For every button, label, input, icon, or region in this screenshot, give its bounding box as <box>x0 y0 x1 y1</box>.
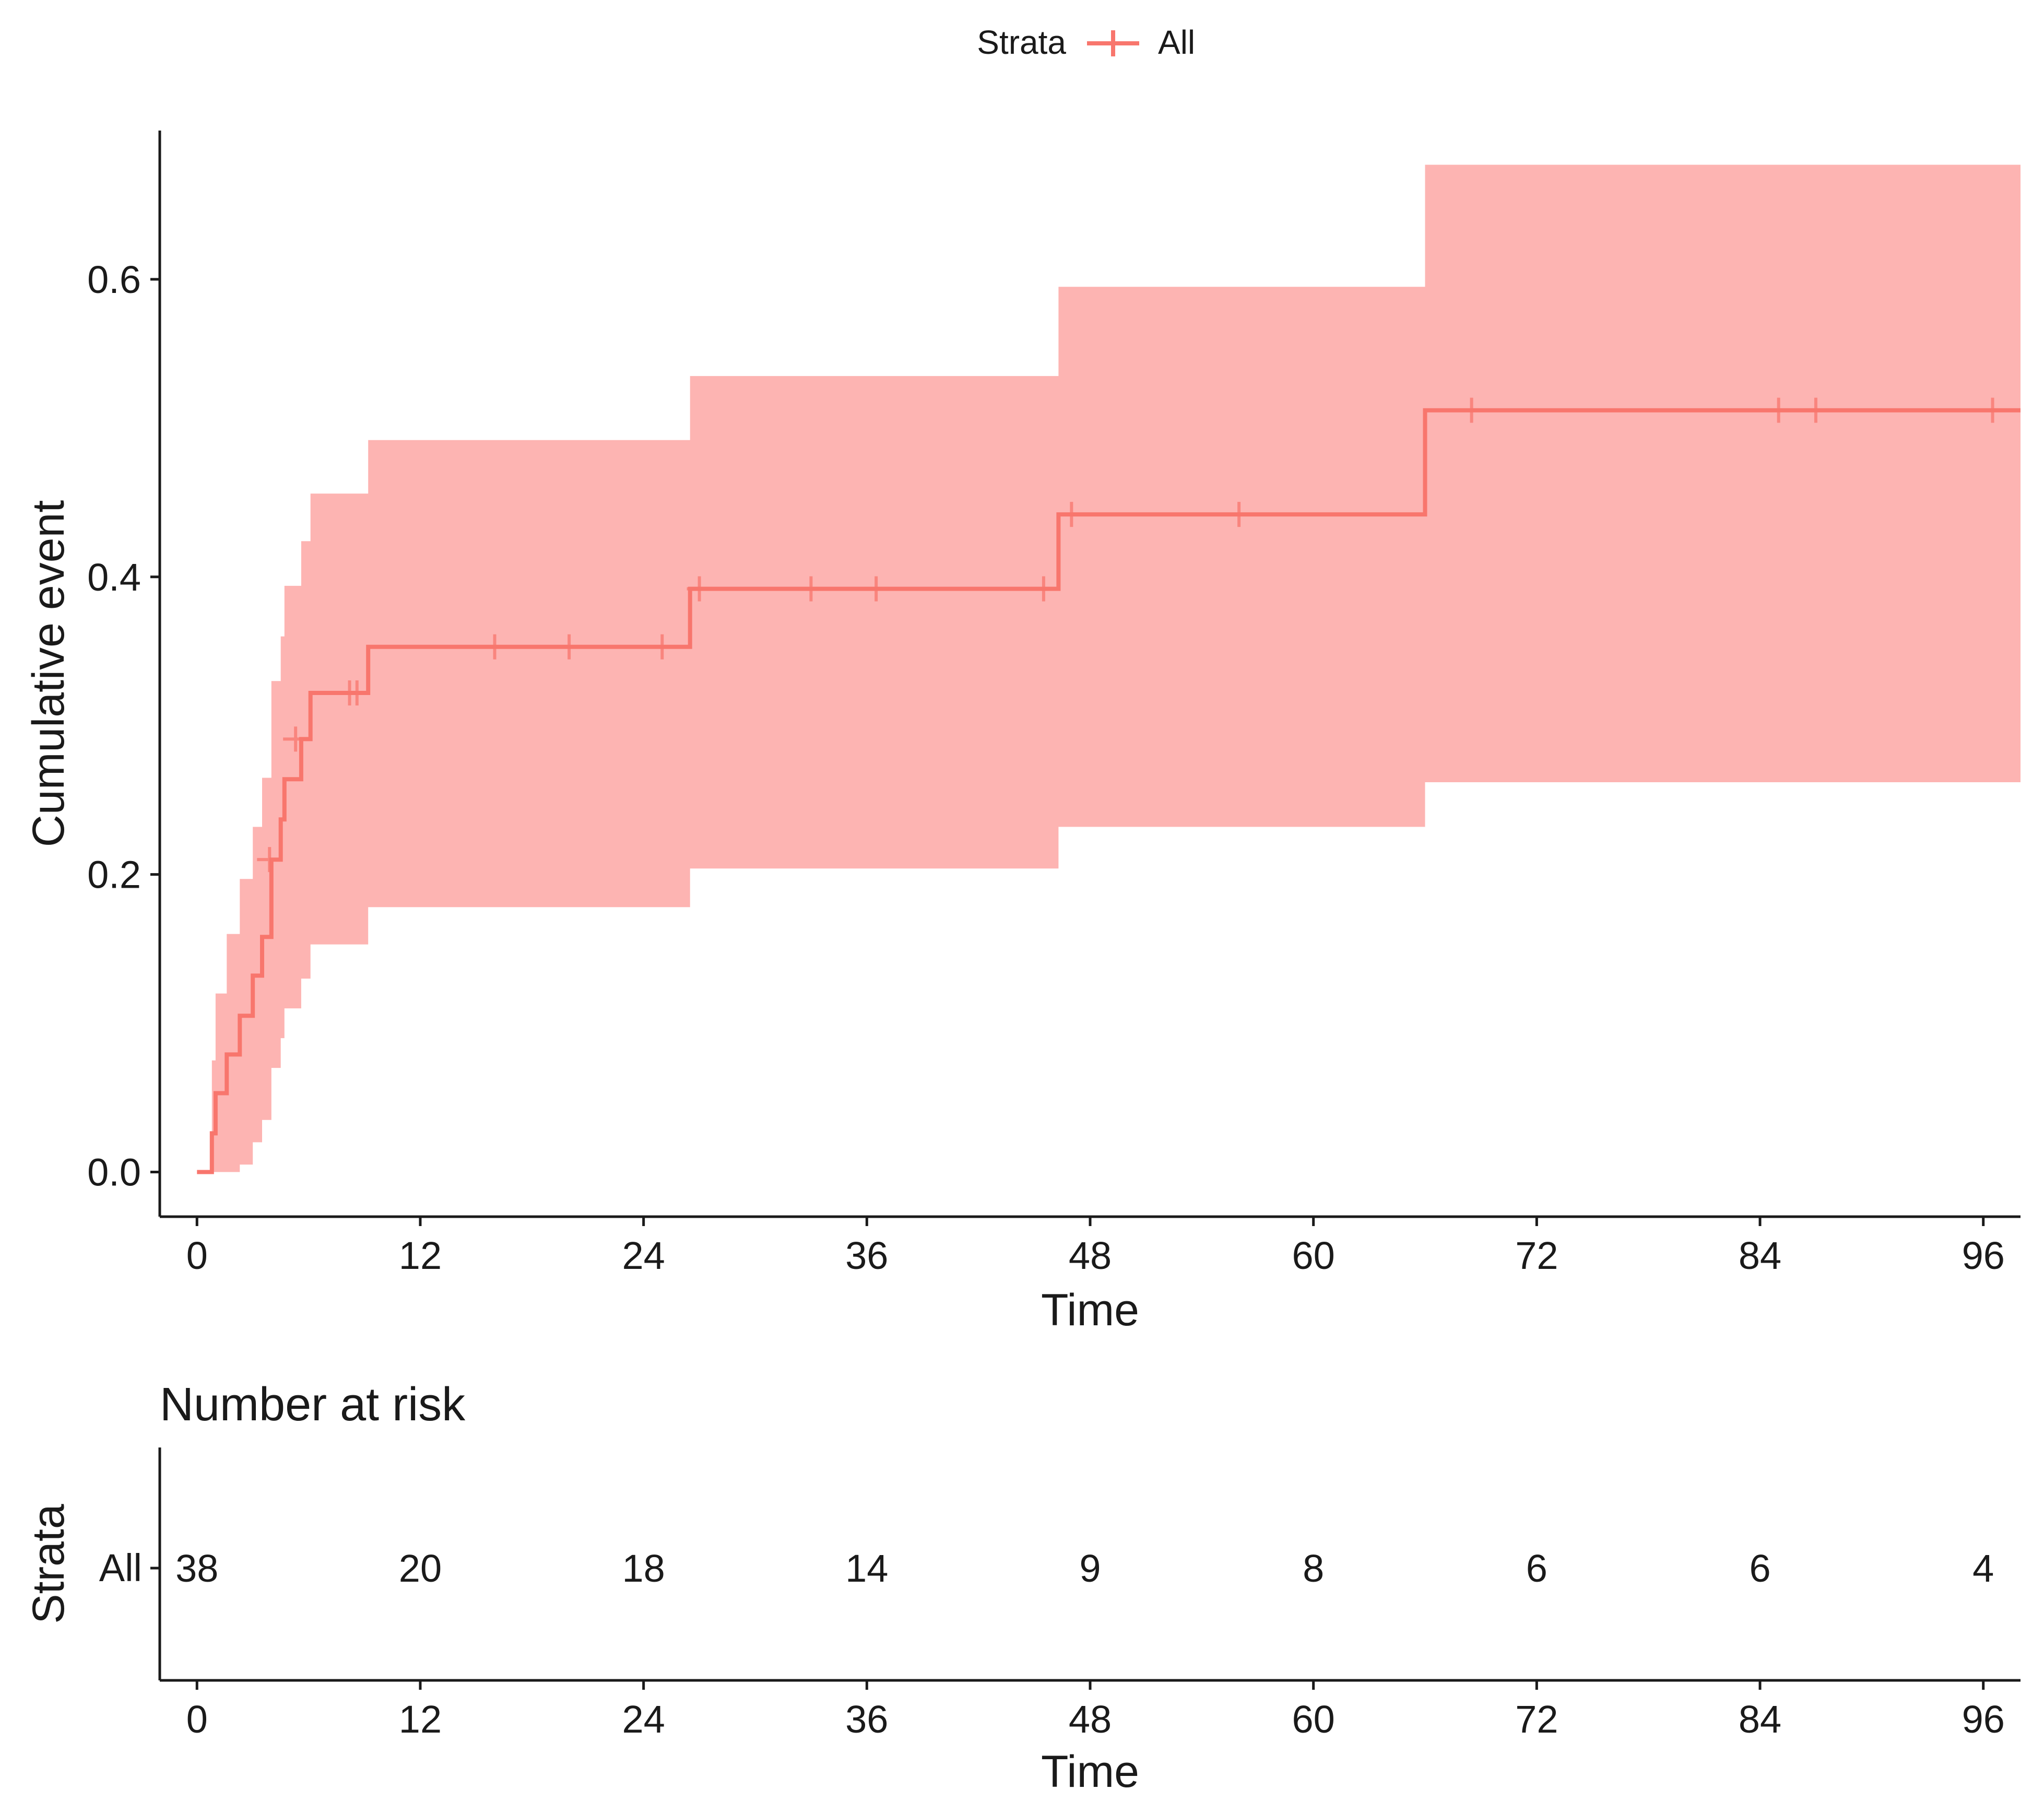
risk-x-tick-label: 36 <box>845 1698 888 1741</box>
risk-x-tick-label: 72 <box>1515 1698 1558 1741</box>
risk-value: 6 <box>1749 1547 1770 1590</box>
x-ticks: 0 12 24 36 48 60 72 84 96 <box>186 1217 2005 1277</box>
censor-mark <box>344 680 370 706</box>
x-tick-label: 96 <box>1962 1234 2005 1277</box>
x-tick-label: 0 <box>186 1234 208 1277</box>
x-tick-label: 12 <box>399 1234 442 1277</box>
risk-x-tick-label: 0 <box>186 1698 208 1741</box>
confidence-band-layer <box>197 164 2021 1172</box>
y-tick-label: 0.6 <box>87 258 141 301</box>
risk-table-title: Number at risk <box>160 1379 466 1431</box>
risk-x-tick-label: 84 <box>1739 1698 1781 1741</box>
censor-mark <box>1803 397 1828 423</box>
censor-mark <box>1031 576 1056 602</box>
censor-mark <box>1980 397 2005 423</box>
confidence-band <box>197 164 2021 1172</box>
risk-x-axis-title: Time <box>1041 1747 1139 1797</box>
censor-mark <box>283 726 309 752</box>
censor-mark <box>649 634 675 660</box>
risk-x-tick-label: 60 <box>1292 1698 1335 1741</box>
censor-mark <box>687 576 712 602</box>
survival-step-line <box>197 408 2021 1174</box>
legend: Strata All <box>977 23 1195 61</box>
main-plot: 0 12 24 36 48 60 72 84 96 0.0 0.2 0.4 0.6 Time Cumu… <box>23 131 2021 1335</box>
risk-y-axis-title: Strata <box>23 1504 74 1624</box>
censor-mark <box>864 576 889 602</box>
censor-mark <box>482 634 507 660</box>
y-tick-label: 0.2 <box>87 853 141 897</box>
x-tick-label: 72 <box>1515 1234 1558 1277</box>
risk-x-tick-label: 96 <box>1962 1698 2005 1741</box>
x-tick-label: 60 <box>1292 1234 1335 1277</box>
risk-x-tick-label: 12 <box>399 1698 442 1741</box>
y-ticks: 0.0 0.2 0.4 0.6 <box>87 258 160 1194</box>
censor-mark <box>1059 502 1084 527</box>
risk-x-ticks: 0 12 24 36 48 60 72 84 96 <box>186 1680 2005 1741</box>
x-tick-label: 84 <box>1739 1234 1781 1277</box>
risk-value: 38 <box>175 1547 218 1590</box>
y-tick-label: 0.0 <box>87 1151 141 1194</box>
legend-title: Strata <box>977 23 1066 61</box>
y-tick-label: 0.4 <box>87 556 141 599</box>
x-tick-label: 36 <box>845 1234 888 1277</box>
risk-value: 20 <box>399 1547 442 1590</box>
x-tick-label: 24 <box>622 1234 665 1277</box>
censor-marks-layer <box>257 397 2005 873</box>
risk-x-tick-label: 48 <box>1069 1698 1112 1741</box>
legend-label: All <box>1158 23 1195 61</box>
risk-value: 9 <box>1079 1547 1101 1590</box>
y-axis-title: Cumulative event <box>23 500 74 847</box>
censor-mark <box>257 847 282 873</box>
risk-values: 38 20 18 14 9 8 6 6 4 <box>175 1547 1994 1590</box>
risk-value: 4 <box>1972 1547 1994 1590</box>
risk-value: 6 <box>1526 1547 1547 1590</box>
survival-line-layer <box>197 408 2021 1174</box>
risk-value: 14 <box>845 1547 888 1590</box>
censor-mark <box>1459 397 1484 423</box>
censor-mark <box>557 634 582 660</box>
risk-value: 18 <box>622 1547 665 1590</box>
x-axis-title: Time <box>1041 1285 1139 1335</box>
risk-strata-label: All <box>99 1546 142 1590</box>
censor-mark <box>798 576 824 602</box>
censor-mark <box>1226 502 1252 527</box>
censor-mark <box>1766 397 1791 423</box>
x-tick-label: 48 <box>1069 1234 1112 1277</box>
legend-key-icon <box>1087 30 1139 56</box>
risk-table: Number at risk All 38 20 18 14 9 8 6 6 4 0 12 24 36… <box>23 1379 2021 1797</box>
risk-value: 8 <box>1303 1547 1324 1590</box>
risk-x-tick-label: 24 <box>622 1698 665 1741</box>
